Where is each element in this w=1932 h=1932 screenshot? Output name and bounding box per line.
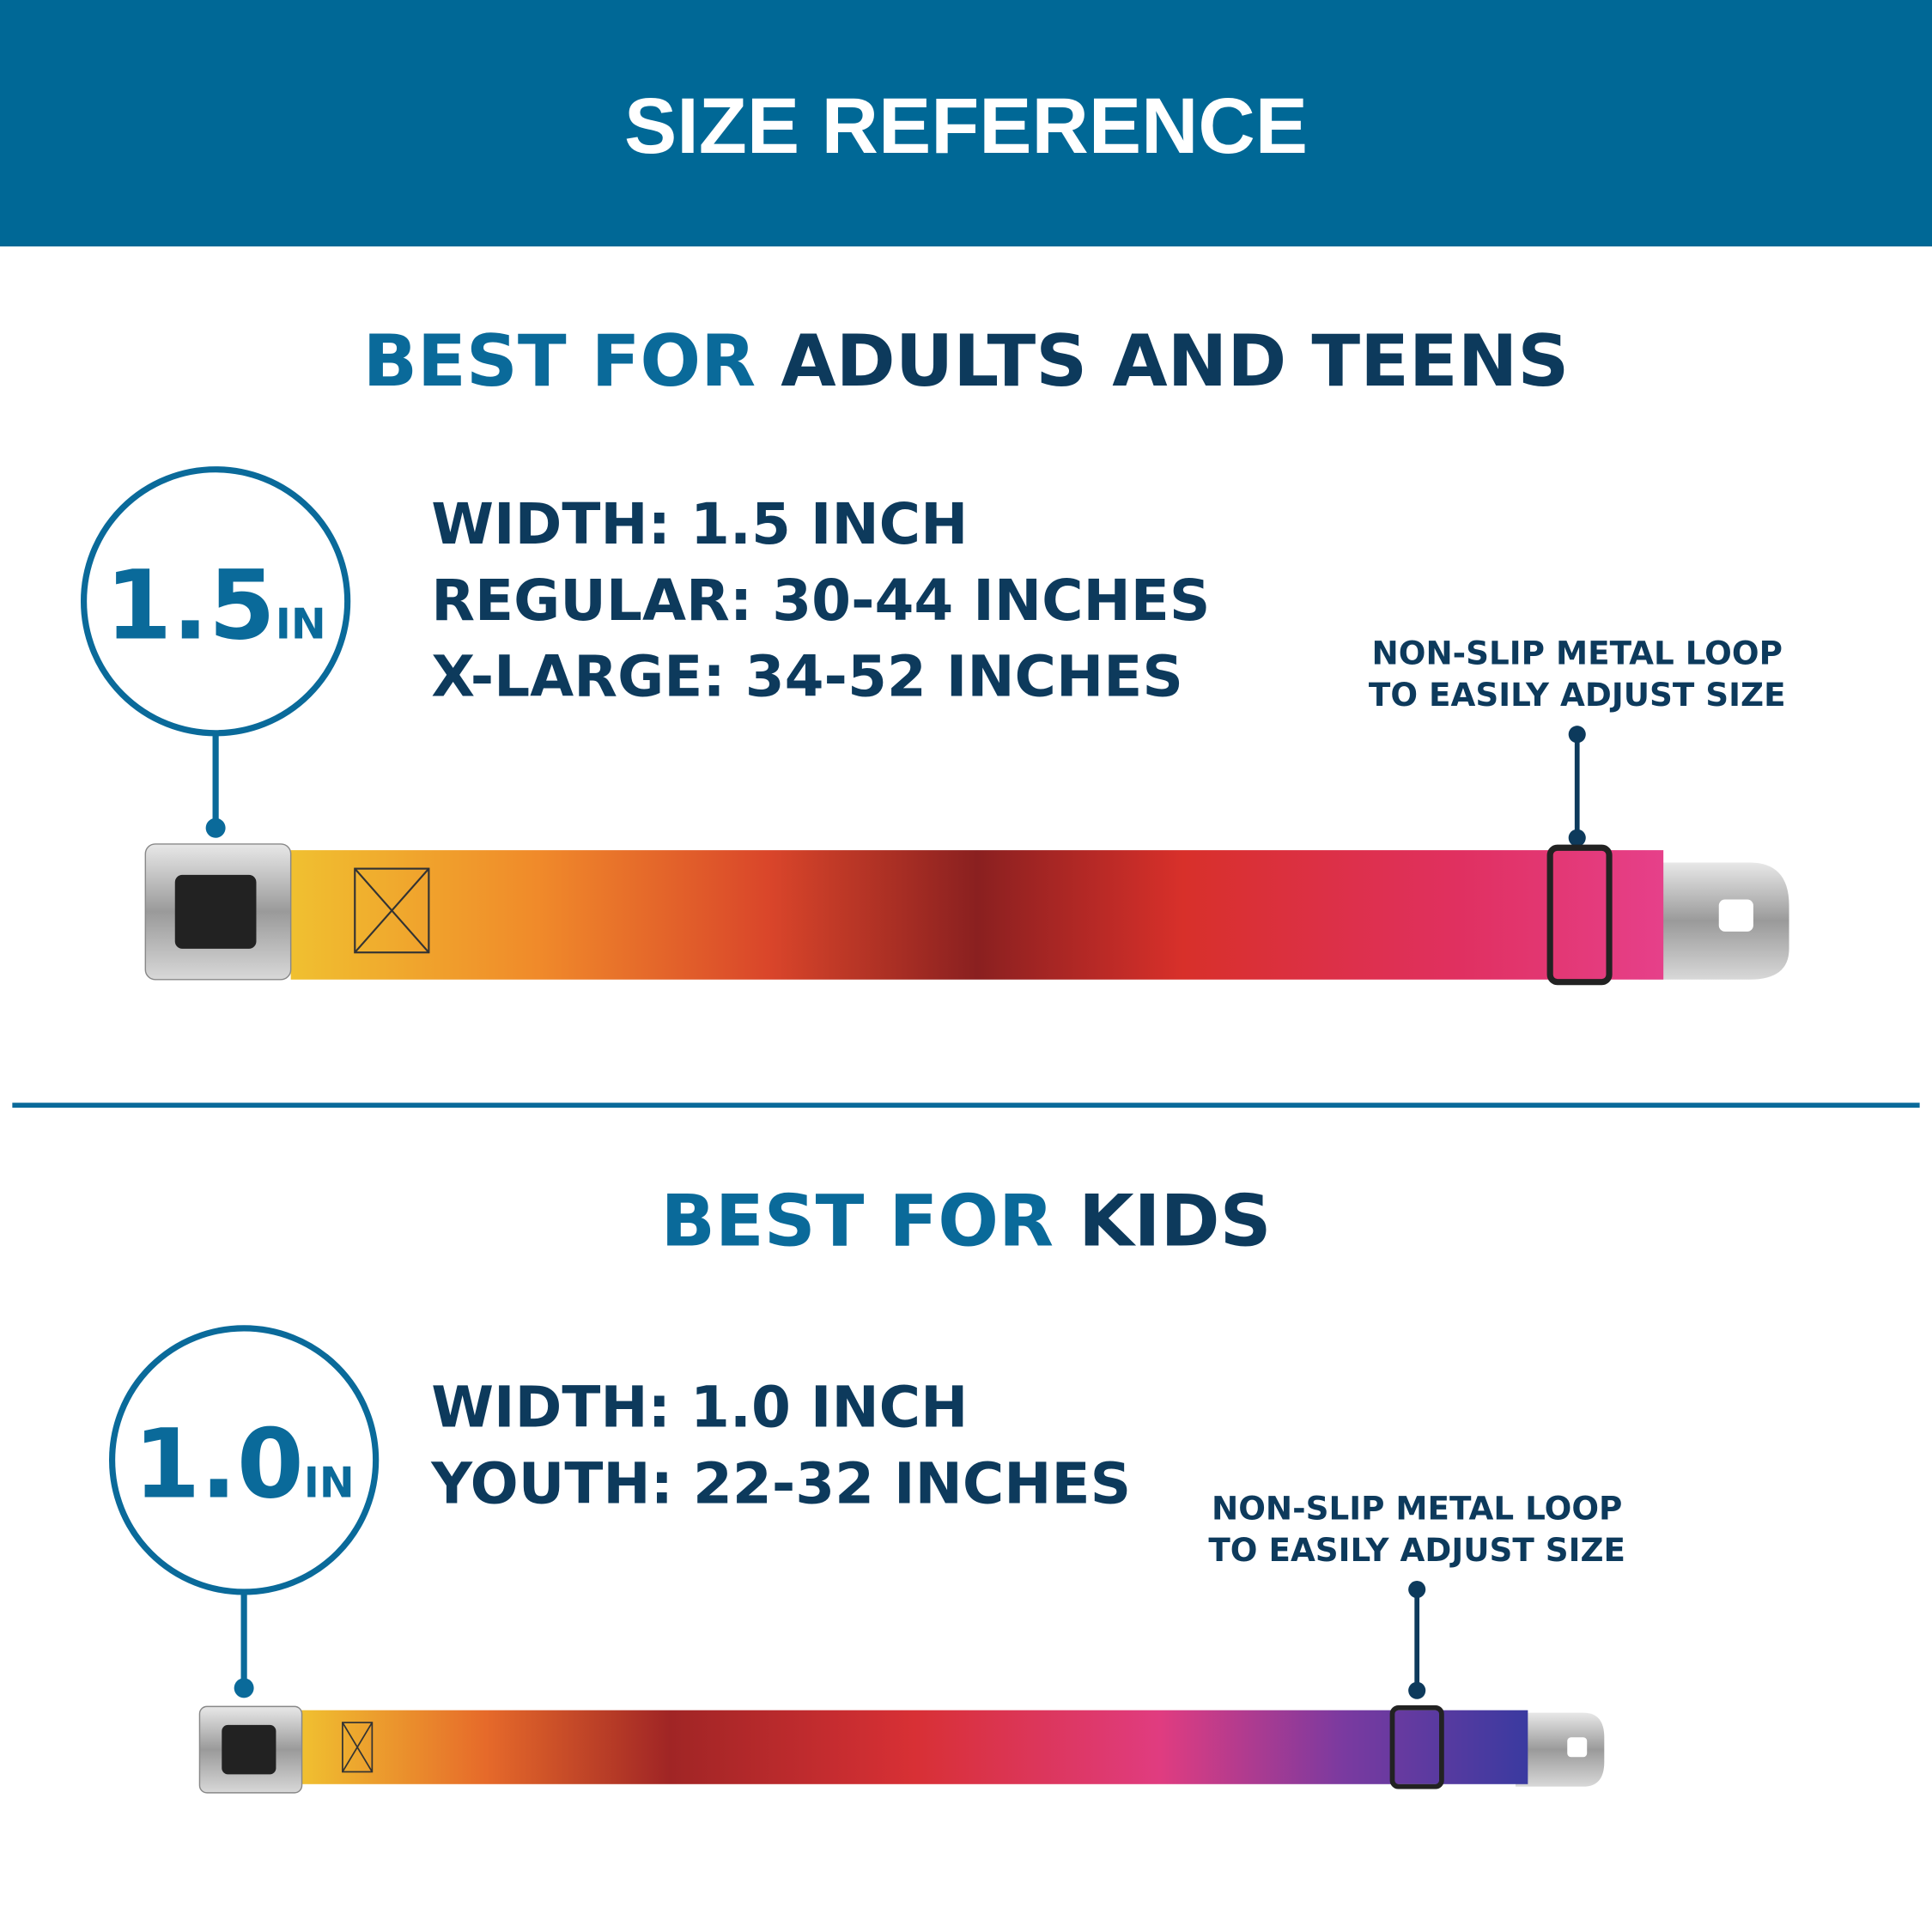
stitch [342, 1722, 374, 1772]
heading-prefix: BEST FOR [363, 319, 756, 403]
section-heading: BEST FOR KIDS [660, 1180, 1271, 1263]
belt-tab-hole [1718, 899, 1753, 932]
belt-tab [1515, 1712, 1605, 1787]
callout-line: TO EASILY ADJUST SIZE [1369, 676, 1786, 714]
belt-kids [198, 1704, 1605, 1794]
belt-strap [290, 850, 1664, 980]
heading-prefix: BEST FOR [660, 1180, 1054, 1263]
heading-main: ADULTS AND TEENS [781, 319, 1569, 403]
badge-number: 1.0 [134, 1408, 304, 1520]
connector-dot [234, 1678, 254, 1698]
buckle-logo [222, 1724, 276, 1775]
stitch [342, 1722, 374, 1773]
belt-strap [301, 1710, 1528, 1784]
badge-unit: IN [276, 599, 326, 648]
spec-line: X-LARGE: 34-52 INCHES [431, 644, 1183, 710]
spec-line: WIDTH: 1.5 INCH [431, 491, 968, 557]
badge: 1.0IN [134, 1408, 355, 1520]
metal-loop [1389, 1704, 1444, 1789]
callout-dot [1568, 829, 1586, 847]
badge-number: 1.5 [106, 550, 276, 661]
callout-line: TO EASILY ADJUST SIZE [1208, 1531, 1625, 1569]
callout-dot [1408, 1681, 1426, 1699]
heading-main: KIDS [1078, 1180, 1271, 1263]
header-title: SIZE REFERENCE [624, 82, 1308, 170]
stitch [354, 867, 430, 954]
header-bar [0, 0, 1932, 246]
spec-line: REGULAR: 30-44 INCHES [431, 568, 1210, 634]
stitch [354, 867, 430, 953]
spec-line: YOUTH: 22-32 INCHES [430, 1451, 1131, 1517]
callout-line: NON-SLIP METAL LOOP [1212, 1489, 1622, 1527]
spec-line: WIDTH: 1.0 INCH [431, 1375, 968, 1441]
section-heading: BEST FOR ADULTS AND TEENS [363, 319, 1570, 403]
buckle-logo [174, 874, 257, 949]
badge-unit: IN [304, 1458, 355, 1507]
belt-tab-hole [1567, 1737, 1588, 1758]
connector-dot [205, 817, 226, 838]
belt-tab [1638, 862, 1789, 980]
metal-loop [1546, 844, 1613, 986]
badge: 1.5IN [106, 550, 326, 661]
belt-large [144, 843, 1789, 986]
callout-line: NON-SLIP METAL LOOP [1372, 634, 1783, 671]
